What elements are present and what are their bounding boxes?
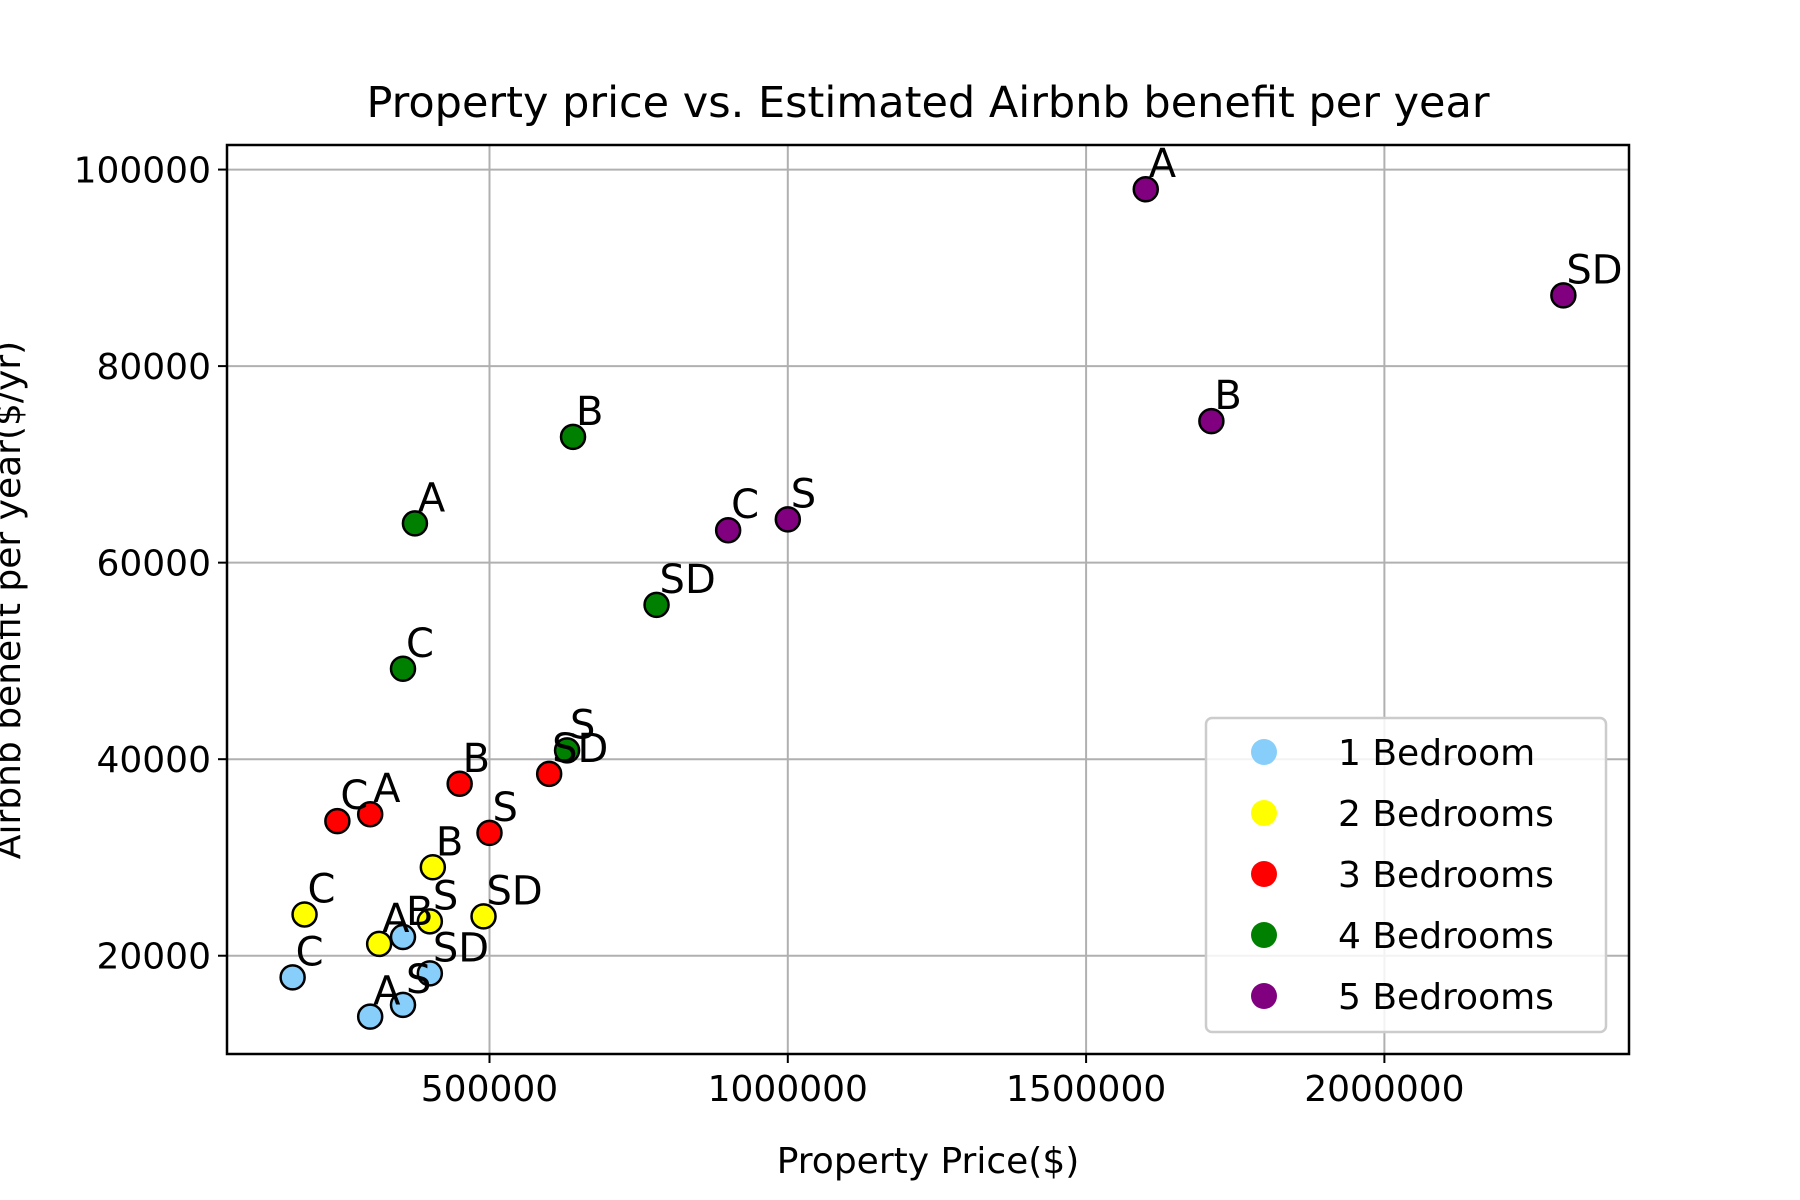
scatter-point: [389, 991, 417, 1019]
point-label: SD: [552, 726, 608, 772]
point-label: S: [493, 785, 518, 831]
legend: 1 Bedroom 2 Bedrooms 3 Bedrooms 4 Bedrooms 5…: [1204, 716, 1608, 1034]
legend-label: 2 Bedrooms: [1338, 794, 1554, 835]
data-points: [279, 175, 1577, 1030]
scatter-point: [535, 760, 563, 788]
y-tick-label: 60000: [96, 544, 211, 585]
chart-title: Property price vs. Estimated Airbnb bene…: [366, 78, 1489, 128]
scatter-point: [419, 854, 447, 881]
scatter-point: [643, 591, 670, 619]
x-axis-title: Property Price($): [777, 1141, 1080, 1182]
legend-marker: [1251, 800, 1277, 826]
legend-label: 5 Bedrooms: [1338, 977, 1554, 1018]
y-tick-label: 80000: [96, 347, 211, 388]
x-tick-label: 1500000: [1006, 1069, 1166, 1110]
point-label: B: [1214, 373, 1241, 419]
x-axis-ticks: 500000 1000000 1500000 2000000: [421, 1054, 1465, 1110]
point-label: C: [296, 929, 324, 975]
x-tick-label: 2000000: [1304, 1069, 1464, 1110]
y-tick-label: 20000: [96, 937, 211, 978]
legend-label: 4 Bedrooms: [1338, 916, 1554, 957]
legend-marker: [1251, 861, 1277, 887]
y-axis-ticks: 20000 40000 60000 80000 100000: [74, 151, 227, 978]
x-tick-label: 500000: [421, 1069, 558, 1110]
scatter-point: [1550, 282, 1577, 309]
legend-label: 1 Bedroom: [1338, 733, 1535, 774]
point-label: B: [463, 736, 490, 782]
scatter-point: [714, 516, 742, 544]
legend-marker: [1251, 922, 1277, 948]
point-label: B: [406, 889, 433, 935]
y-tick-label: 100000: [74, 151, 211, 192]
scatter-point: [401, 510, 429, 537]
legend-box: [1204, 716, 1608, 1034]
point-label: S: [570, 702, 595, 748]
scatter-point: [416, 908, 444, 935]
point-label: B: [576, 389, 603, 435]
point-label: B: [436, 819, 463, 865]
legend-marker: [1251, 983, 1277, 1009]
grid-lines: [227, 145, 1629, 1054]
scatter-point: [1198, 407, 1225, 435]
point-label: SD: [487, 868, 543, 914]
point-label: S: [406, 957, 431, 1003]
scatter-point: [446, 770, 473, 798]
legend-marker: [1251, 739, 1277, 765]
scatter-point: [1132, 175, 1160, 203]
y-tick-label: 40000: [96, 740, 211, 781]
point-label: C: [731, 482, 759, 528]
scatter-point: [559, 423, 587, 451]
point-label: SD: [433, 925, 489, 971]
scatter-point: [553, 737, 581, 764]
scatter-point: [324, 807, 351, 835]
point-label: A: [373, 969, 401, 1015]
point-label: C: [308, 866, 336, 912]
point-label: SD: [1566, 247, 1622, 293]
point-label: S: [433, 873, 458, 919]
scatter-point: [356, 1003, 384, 1030]
plot-area-frame: [225, 143, 1631, 1056]
scatter-point: [291, 901, 318, 928]
scatter-point: [356, 800, 384, 828]
point-label: A: [373, 766, 401, 812]
point-label: A: [382, 896, 410, 942]
y-axis-title: Airbnb benefit per year($/yr): [0, 341, 29, 859]
point-label: C: [340, 773, 368, 819]
scatter-point: [389, 655, 417, 683]
point-label: C: [406, 621, 434, 667]
scatter-point: [389, 923, 417, 951]
x-tick-label: 1000000: [708, 1069, 868, 1110]
scatter-point: [774, 506, 802, 533]
point-label: S: [791, 471, 816, 517]
scatter-point: [470, 903, 497, 930]
scatter-point: [365, 930, 393, 958]
legend-entries: 1 Bedroom 2 Bedrooms 3 Bedrooms 4 Bedrooms 5…: [1251, 733, 1554, 1018]
point-label: A: [1149, 141, 1177, 187]
legend-label: 3 Bedrooms: [1338, 855, 1554, 896]
scatter-point: [416, 960, 444, 987]
scatter-point: [476, 819, 503, 847]
scatter-point: [279, 964, 306, 991]
point-label: A: [418, 475, 446, 521]
point-label: SD: [660, 557, 716, 603]
